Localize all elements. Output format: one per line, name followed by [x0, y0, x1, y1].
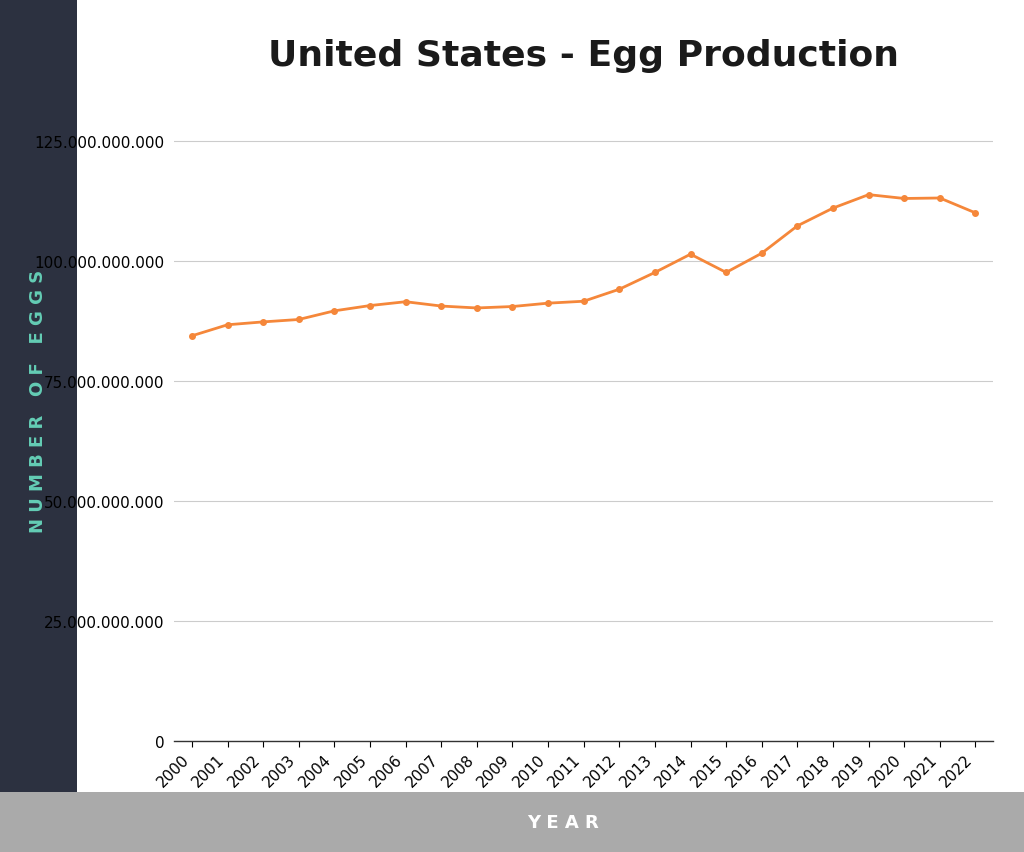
- Text: N U M B E R   O F   E G G S: N U M B E R O F E G G S: [29, 269, 47, 532]
- Title: United States - Egg Production: United States - Egg Production: [268, 39, 899, 73]
- Text: Y E A R: Y E A R: [527, 813, 599, 832]
